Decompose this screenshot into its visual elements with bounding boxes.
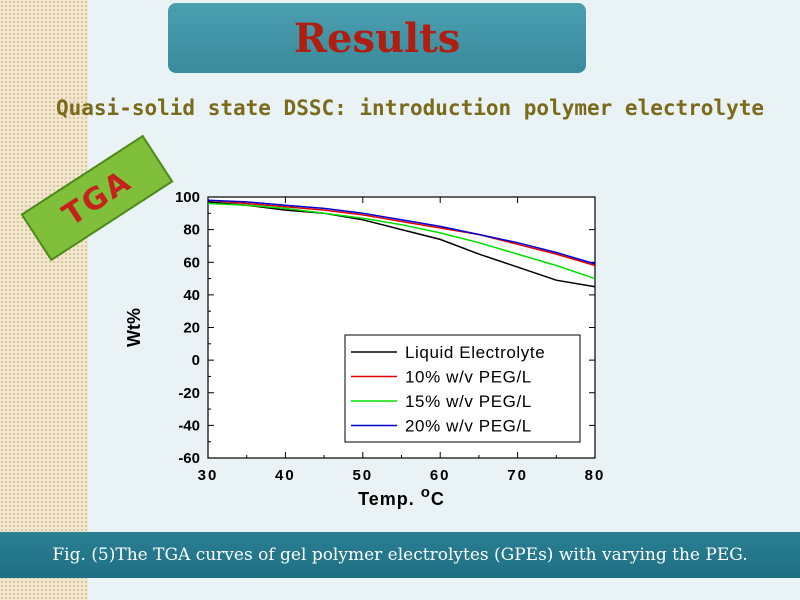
y-tick-label: -60 bbox=[178, 450, 200, 467]
y-tick-label: 60 bbox=[183, 254, 200, 271]
y-tick-label: 80 bbox=[183, 222, 200, 239]
slide-title: Results bbox=[293, 14, 461, 62]
series-line bbox=[207, 199, 596, 267]
legend-label: 15% w/v PEG/L bbox=[405, 392, 532, 411]
y-tick-label: 20 bbox=[183, 320, 200, 337]
decorative-side-strip bbox=[0, 0, 88, 600]
legend-box bbox=[344, 334, 581, 443]
x-axis-label-degree: o bbox=[421, 484, 431, 501]
x-tick-label: 70 bbox=[507, 467, 528, 484]
x-axis-label: Temp. oC bbox=[358, 484, 445, 509]
title-banner: Results bbox=[168, 3, 586, 73]
x-axis-label-text: Temp. bbox=[358, 489, 421, 509]
x-tick-label: 30 bbox=[198, 467, 219, 484]
series-line bbox=[207, 201, 596, 288]
legend-label: 10% w/v PEG/L bbox=[405, 368, 532, 387]
series-line bbox=[207, 202, 596, 280]
x-tick-label: 50 bbox=[352, 467, 373, 484]
x-axis-label-unit: C bbox=[431, 489, 445, 509]
y-tick-label: 40 bbox=[183, 287, 200, 304]
x-tick-label: 80 bbox=[585, 467, 606, 484]
y-tick-label: -40 bbox=[178, 417, 200, 434]
y-tick-label: 0 bbox=[192, 352, 200, 369]
slide-subtitle: Quasi-solid state DSSC: introduction pol… bbox=[55, 96, 764, 120]
legend-label: 20% w/v PEG/L bbox=[405, 417, 532, 436]
x-tick-label: 60 bbox=[430, 467, 451, 484]
legend-label: Liquid Electrolyte bbox=[405, 343, 545, 362]
tga-chart: 100 80 60 40 20 0 -20 -40 -60 30 40 50 60 70 80 Wt% Temp… bbox=[110, 180, 630, 510]
y-tick-label: 100 bbox=[175, 189, 200, 206]
figure-caption: Fig. (5)The TGA curves of gel polymer el… bbox=[52, 545, 748, 565]
x-tick-label: 40 bbox=[275, 467, 296, 484]
y-tick-label: -20 bbox=[178, 385, 200, 402]
series-line bbox=[207, 199, 596, 265]
y-axis-label: Wt% bbox=[124, 308, 144, 347]
caption-bar: Fig. (5)The TGA curves of gel polymer el… bbox=[0, 532, 800, 578]
